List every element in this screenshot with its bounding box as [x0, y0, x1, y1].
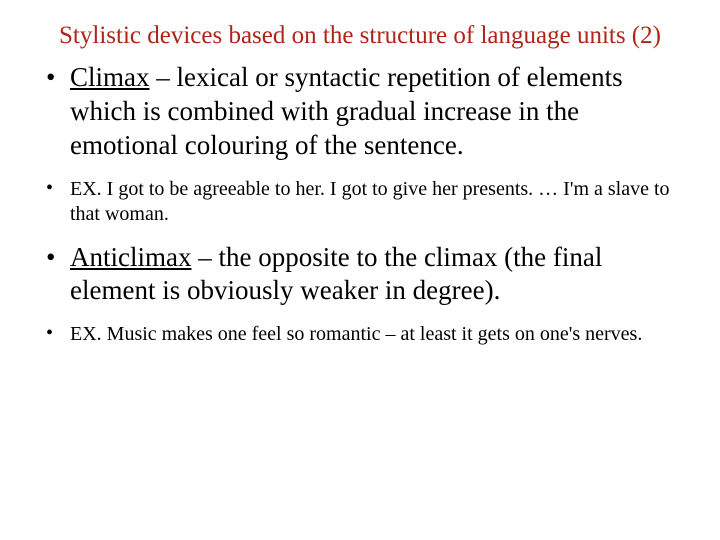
slide-title: Stylistic devices based on the structure… [40, 20, 680, 51]
item-body: EX. Music makes one feel so romantic – a… [70, 323, 642, 345]
bullet-list: Climax – lexical or syntactic repetition… [40, 61, 680, 347]
list-item: Anticlimax – the opposite to the climax … [40, 241, 680, 309]
list-item: EX. I got to be agreeable to her. I got … [40, 177, 680, 227]
item-body: EX. I got to be agreeable to her. I got … [70, 178, 670, 225]
list-item: Climax – lexical or syntactic repetition… [40, 61, 680, 162]
slide-container: Stylistic devices based on the structure… [0, 0, 720, 381]
item-body: – lexical or syntactic repetition of ele… [70, 62, 623, 160]
term-climax: Climax [70, 62, 150, 92]
list-item: EX. Music makes one feel so romantic – a… [40, 322, 680, 347]
term-anticlimax: Anticlimax [70, 242, 191, 272]
